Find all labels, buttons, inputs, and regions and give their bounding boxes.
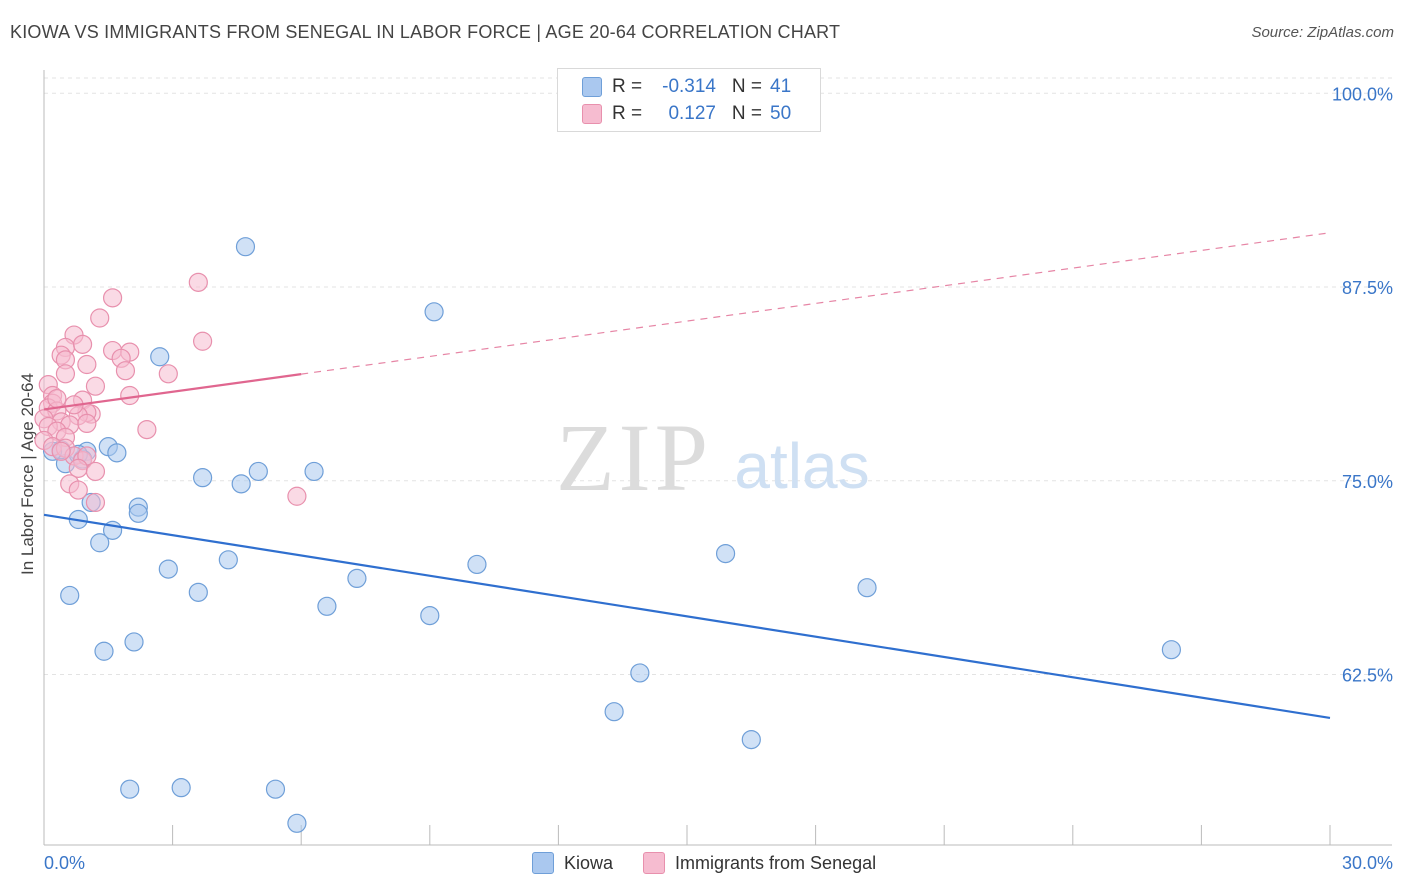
axes xyxy=(43,70,1392,846)
chart-title: KIOWA VS IMMIGRANTS FROM SENEGAL IN LABO… xyxy=(10,22,841,42)
kiowa-point-2 xyxy=(150,347,170,367)
senegal-point-46 xyxy=(47,389,67,409)
senegal-point-14 xyxy=(115,361,136,381)
kiowa-n-label: N = xyxy=(731,76,762,97)
kiowa-point-30 xyxy=(94,641,114,661)
y-tick-label-1: 87.5% xyxy=(1342,278,1393,298)
kiowa-point-16 xyxy=(193,468,213,488)
kiowa-point-27 xyxy=(317,596,337,616)
kiowa-point-37 xyxy=(171,778,191,798)
senegal-point-48 xyxy=(77,413,97,433)
senegal-point-32 xyxy=(137,420,157,440)
senegal-point-12 xyxy=(77,354,97,375)
kiowa-point-22 xyxy=(347,568,367,589)
kiowa-r-label: R = xyxy=(612,76,643,97)
series-legend: Kiowa Immigrants from Senegal xyxy=(532,852,906,874)
kiowa-point-25 xyxy=(60,585,80,606)
watermark: ZIP atlas xyxy=(556,404,870,511)
senegal-point-0 xyxy=(188,272,208,292)
kiowa-point-31 xyxy=(124,632,144,652)
senegal-point-15 xyxy=(158,364,178,384)
senegal-r-value: 0.127 xyxy=(668,103,716,124)
kiowa-point-24 xyxy=(715,543,736,564)
senegal-point-4 xyxy=(193,331,213,351)
senegal-n-value: 50 xyxy=(770,103,792,124)
senegal-point-17 xyxy=(85,376,106,396)
kiowa-n-value: 41 xyxy=(770,76,792,97)
watermark-zip: ZIP xyxy=(556,404,712,511)
legend-item-senegal[interactable]: Immigrants from Senegal xyxy=(643,852,876,874)
kiowa-point-29 xyxy=(857,578,877,598)
kiowa-r-value: -0.314 xyxy=(662,76,716,97)
stats-row-senegal: R = 0.127 N = 50 xyxy=(582,102,791,126)
senegal-point-49 xyxy=(51,441,71,461)
data-points xyxy=(34,237,1181,833)
x-tick-label-1: 30.0% xyxy=(1342,853,1393,873)
senegal-point-18 xyxy=(120,385,140,406)
kiowa-trendline xyxy=(43,513,1331,719)
senegal-r-label: R = xyxy=(612,103,643,124)
stats-row-kiowa: R = -0.314 N = 41 xyxy=(582,75,791,99)
y-tick-label-0: 100.0% xyxy=(1332,84,1393,104)
legend-item-kiowa[interactable]: Kiowa xyxy=(532,852,613,874)
senegal-point-2 xyxy=(90,308,110,328)
kiowa-swatch xyxy=(582,77,602,97)
kiowa-point-0 xyxy=(235,237,256,257)
kiowa-point-18 xyxy=(248,461,268,482)
tick-labels: 100.0% 87.5% 75.0% 62.5% 0.0% 30.0% xyxy=(44,84,1393,873)
trendlines xyxy=(43,232,1331,719)
senegal-point-45 xyxy=(287,486,307,506)
kiowa-point-28 xyxy=(420,605,440,626)
kiowa-point-12 xyxy=(128,503,148,523)
senegal-point-44 xyxy=(85,492,106,513)
kiowa-point-26 xyxy=(188,582,208,602)
x-tick-label-0: 0.0% xyxy=(44,853,85,873)
kiowa-point-23 xyxy=(467,554,487,575)
senegal-trendline-dashed xyxy=(301,232,1331,375)
senegal-trendline-solid xyxy=(43,373,302,411)
senegal-point-41 xyxy=(85,461,106,482)
kiowa-point-38 xyxy=(265,779,286,799)
y-tick-label-3: 62.5% xyxy=(1342,666,1393,686)
stats-legend: R = -0.314 N = 41 R = 0.127 N = 50 xyxy=(557,68,821,132)
kiowa-point-17 xyxy=(231,474,251,494)
kiowa-point-33 xyxy=(1161,640,1181,660)
kiowa-point-20 xyxy=(158,559,178,579)
kiowa-point-36 xyxy=(120,779,140,799)
watermark-atlas: atlas xyxy=(734,430,869,502)
senegal-point-13 xyxy=(55,364,76,384)
source-credit: Source: ZipAtlas.com xyxy=(1251,24,1394,41)
senegal-point-6 xyxy=(72,334,93,354)
kiowa-point-32 xyxy=(630,663,650,683)
senegal-point-43 xyxy=(68,480,88,500)
kiowa-point-39 xyxy=(287,813,307,833)
y-tick-label-2: 75.0% xyxy=(1342,472,1393,492)
senegal-swatch xyxy=(582,104,602,124)
gridlines xyxy=(44,77,1392,675)
legend-label-kiowa: Kiowa xyxy=(564,852,614,873)
kiowa-point-21 xyxy=(218,550,238,570)
kiowa-point-35 xyxy=(741,729,761,750)
kiowa-point-1 xyxy=(424,302,444,322)
senegal-n-label: N = xyxy=(731,103,762,124)
senegal-point-1 xyxy=(102,288,123,308)
legend-swatch-kiowa xyxy=(532,852,554,874)
kiowa-point-7 xyxy=(107,443,127,463)
kiowa-point-15 xyxy=(90,533,110,553)
kiowa-point-19 xyxy=(304,461,324,482)
legend-label-senegal: Immigrants from Senegal xyxy=(675,852,877,873)
kiowa-point-34 xyxy=(604,702,624,722)
legend-swatch-senegal xyxy=(643,852,666,874)
